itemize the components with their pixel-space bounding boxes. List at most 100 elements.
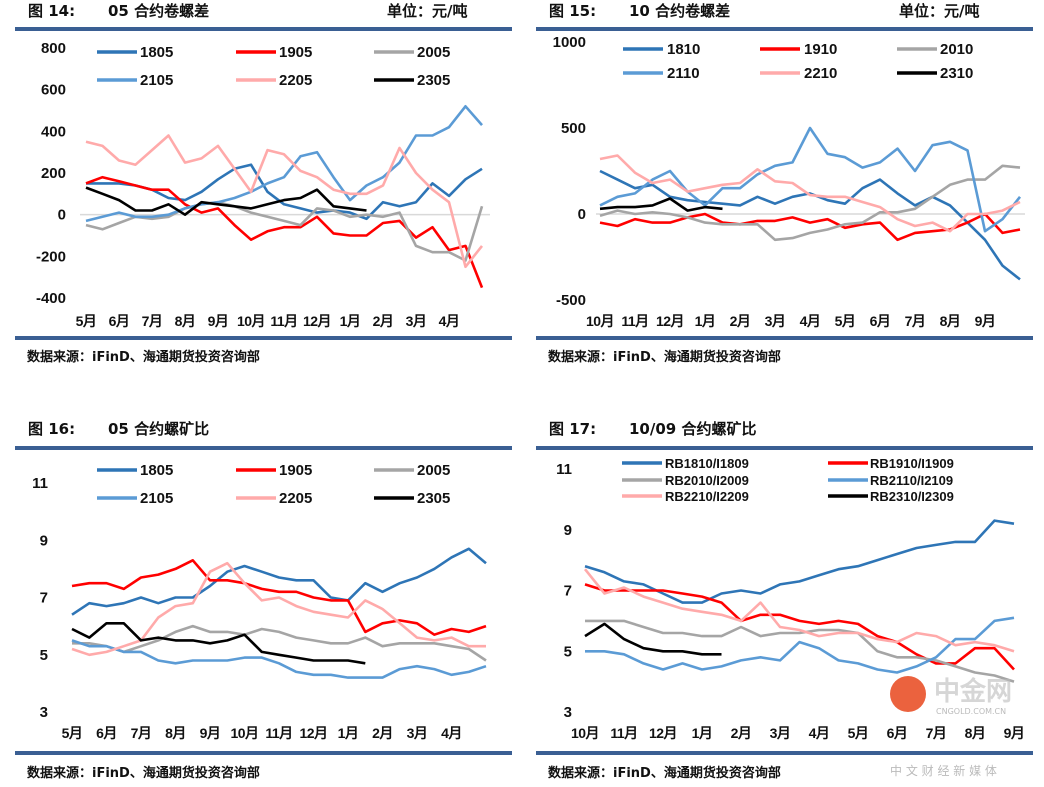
header-divider (536, 446, 1033, 450)
y-tick-label: 9 (40, 532, 48, 549)
series-line-RB2210-I2209 (583, 568, 1015, 653)
series-line-RB2010-I2009 (585, 619, 1015, 683)
footer-divider (536, 751, 1033, 755)
x-tick-label: 12月 (649, 725, 677, 741)
legend-label: 2005 (417, 44, 450, 61)
x-tick-label: 6月 (96, 725, 117, 741)
legend-label: 2010 (940, 41, 973, 58)
chart-title: 10 合约卷螺差 (629, 2, 731, 20)
legend-label: 2310 (940, 65, 973, 82)
x-tick-label: 2月 (730, 313, 751, 329)
legend-label: RB1810/I1809 (665, 456, 749, 471)
x-tick-label: 1月 (338, 725, 359, 741)
legend-label: 2105 (140, 72, 173, 89)
x-tick-label: 3月 (765, 313, 786, 329)
x-tick-label: 6月 (887, 725, 908, 741)
series-line-1905 (85, 175, 484, 289)
watermark-domain: CNGOLD.COM.CN (936, 707, 1007, 716)
x-tick-label: 10月 (230, 725, 258, 741)
legend-label: 1910 (804, 41, 837, 58)
series-line-2310 (599, 197, 723, 212)
x-tick-label: 9月 (200, 725, 221, 741)
x-tick-label: 10月 (586, 313, 614, 329)
series-line-2210 (599, 154, 1021, 233)
x-tick-label: 1月 (695, 313, 716, 329)
y-tick-label: 11 (32, 475, 48, 492)
figure-16-title: 图 16: 05 合约螺矿比 (28, 418, 209, 439)
series-line-2005 (72, 624, 487, 662)
figure-number: 图 14: (28, 2, 76, 20)
source-note: 数据来源：iFinD、海通期货投资咨询部 (548, 766, 781, 781)
series-line-2010 (599, 164, 1021, 242)
x-tick-label: 1月 (692, 725, 713, 741)
x-tick-label: 10月 (237, 313, 265, 329)
x-tick-label: 7月 (131, 725, 152, 741)
legend-label: RB2210/I2209 (665, 489, 749, 504)
series-line-RB2310-I2309 (584, 622, 722, 656)
y-tick-label: 7 (40, 590, 48, 607)
x-tick-label: 5月 (848, 725, 869, 741)
series-line-2105 (85, 105, 483, 223)
figure-17-title: 图 17: 10/09 合约螺矿比 (549, 418, 756, 439)
x-tick-label: 8月 (940, 313, 961, 329)
chart-title: 05 合约螺矿比 (108, 420, 210, 438)
x-tick-label: 3月 (406, 313, 427, 329)
x-tick-label: 4月 (800, 313, 821, 329)
x-tick-label: 7月 (926, 725, 947, 741)
legend-label: 2305 (417, 72, 450, 89)
x-tick-label: 10月 (571, 725, 599, 741)
legend-label: 2205 (279, 490, 312, 507)
figure-number: 图 17: (549, 420, 597, 438)
y-tick-label: 0 (58, 207, 66, 224)
unit-label: 单位：元/吨 (387, 2, 468, 20)
y-tick-label: 9 (564, 522, 572, 539)
x-tick-label: 9月 (208, 313, 229, 329)
figure-14-title: 图 14: 05 合约卷螺差 (28, 0, 209, 21)
legend-label: 2205 (279, 72, 312, 89)
series-line-RB2110-I2109 (585, 616, 1015, 674)
x-tick-label: 11月 (270, 313, 297, 329)
legend-label: 2005 (417, 462, 450, 479)
footer-divider (536, 336, 1033, 340)
x-tick-label: 12月 (656, 313, 684, 329)
series-line-2305 (85, 186, 367, 216)
x-tick-label: 9月 (975, 313, 996, 329)
x-tick-label: 5月 (76, 313, 97, 329)
legend-label: 2105 (140, 490, 173, 507)
x-tick-label: 12月 (299, 725, 327, 741)
y-tick-label: -400 (36, 290, 66, 307)
x-tick-label: 4月 (809, 725, 830, 741)
header-divider (15, 446, 512, 450)
x-tick-label: 3月 (770, 725, 791, 741)
x-tick-label: 11月 (610, 725, 637, 741)
figure-15-title: 图 15: 10 合约卷螺差 (549, 0, 730, 21)
x-tick-label: 5月 (62, 725, 83, 741)
y-tick-label: 500 (561, 120, 586, 137)
series-line-2110 (599, 126, 1022, 233)
figure-number: 图 16: (28, 420, 76, 438)
chart-title: 10/09 合约螺矿比 (629, 420, 757, 438)
y-tick-label: 200 (41, 165, 66, 182)
x-tick-label: 5月 (835, 313, 856, 329)
footer-divider (15, 336, 512, 340)
series-line-1910 (599, 212, 1021, 242)
legend-label: 1905 (279, 462, 312, 479)
series-line-1905 (71, 558, 487, 637)
legend-label: RB2310/I2309 (870, 489, 954, 504)
unit-label: 单位：元/吨 (899, 2, 980, 20)
x-tick-label: 2月 (731, 725, 752, 741)
legend-label: 1810 (667, 41, 700, 58)
watermark-name: 中金网 (934, 677, 1013, 707)
x-tick-label: 7月 (142, 313, 163, 329)
series-line-2105 (71, 639, 487, 679)
legend-label: RB2010/I2009 (665, 473, 749, 488)
x-tick-label: 7月 (905, 313, 926, 329)
y-tick-label: 400 (41, 123, 66, 140)
header-divider (536, 27, 1033, 31)
watermark-logo (890, 676, 926, 712)
y-tick-label: 5 (40, 647, 48, 664)
source-note: 数据来源：iFinD、海通期货投资咨询部 (27, 766, 260, 781)
legend-label: 1805 (140, 462, 173, 479)
x-tick-label: 11月 (621, 313, 648, 329)
x-tick-label: 12月 (303, 313, 331, 329)
